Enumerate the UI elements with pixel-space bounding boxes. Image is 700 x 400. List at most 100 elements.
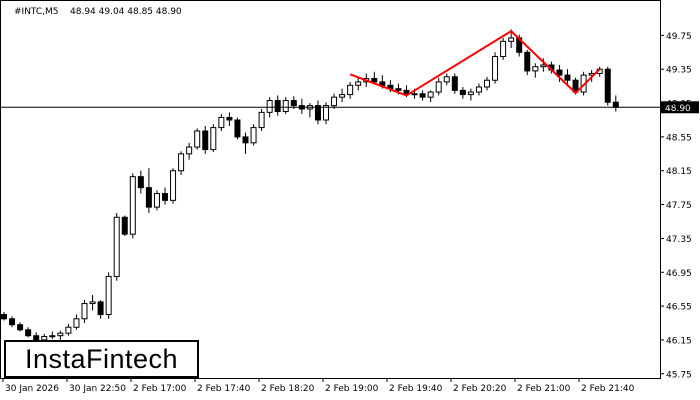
- candle-body-bearish: [1, 314, 7, 320]
- candle-body-bearish: [242, 136, 249, 144]
- candle-body-bullish: [475, 86, 482, 93]
- candle-body-bullish: [218, 116, 225, 129]
- x-tick-label: 30 Jan 22:50: [69, 384, 126, 394]
- candle-body-bullish: [81, 303, 88, 320]
- candle-body-bullish: [57, 332, 64, 337]
- candle-body-bearish: [25, 329, 32, 337]
- candle-body-bearish: [137, 176, 144, 189]
- candle-body-bullish: [323, 105, 329, 121]
- y-tick-label: 46.15: [666, 336, 692, 346]
- candle-body-bullish: [73, 318, 80, 328]
- candle-body-bullish: [178, 153, 185, 172]
- y-tick-label: 46.95: [666, 269, 692, 279]
- candle-body-bearish: [564, 74, 571, 81]
- candle-body-bullish: [113, 216, 120, 277]
- x-tick-label: 2 Feb 19:40: [389, 384, 443, 394]
- head-and-shoulders-pattern-line: [349, 30, 601, 97]
- candle-body-bearish: [145, 187, 152, 208]
- candle-body-bullish: [250, 127, 257, 144]
- y-tick-label: 49.35: [666, 66, 692, 76]
- candle-body-bullish: [258, 111, 265, 129]
- candle-body-bearish: [17, 324, 24, 331]
- candle-body-bearish: [121, 216, 128, 235]
- candle-body-bullish: [186, 146, 193, 155]
- candle-body-bullish: [443, 76, 450, 83]
- y-tick-label: 48.95: [666, 100, 692, 110]
- candle-body-bearish: [202, 130, 209, 151]
- candle-body-bullish: [282, 100, 289, 113]
- candle-body-bullish: [532, 66, 539, 72]
- x-tick-label: 2 Feb 21:40: [581, 384, 635, 394]
- candle-body-bearish: [459, 89, 466, 96]
- candle-body-bullish: [540, 64, 547, 68]
- candle-body-bullish: [153, 193, 160, 208]
- candle-body-bullish: [347, 84, 354, 96]
- candle-body-bearish: [604, 68, 611, 103]
- candle-body-bearish: [226, 116, 233, 121]
- x-tick-label: 2 Feb 21:00: [517, 384, 571, 394]
- candle-body-bullish: [492, 56, 499, 81]
- y-tick-label: 47.75: [666, 201, 692, 211]
- candle-body-bearish: [379, 81, 386, 86]
- candle-body-bearish: [234, 119, 241, 138]
- candle-body-bearish: [395, 88, 402, 91]
- y-axis: 49.75 49.35 48.95 48.55 48.15 47.75 47.35 46.95…: [660, 32, 692, 380]
- candle-body-bearish: [612, 101, 619, 108]
- candle-body-bullish: [435, 81, 442, 93]
- candles-group: [1, 29, 619, 345]
- x-tick-label: 30 Jan 2026: [5, 384, 59, 394]
- logo-text: InstaFintech: [24, 343, 179, 374]
- x-tick-label: 2 Feb 20:20: [453, 384, 507, 394]
- candle-body-bullish: [484, 79, 490, 88]
- y-tick-label: 49.75: [666, 32, 692, 42]
- candle-body-bearish: [419, 93, 426, 98]
- x-axis: 30 Jan 2026 30 Jan 22:50 2 Feb 17:00 2 Feb …: [2, 378, 635, 394]
- candle-body-bullish: [210, 127, 217, 151]
- y-tick-label: 45.75: [666, 370, 692, 380]
- x-tick-label: 2 Feb 17:00: [133, 384, 187, 394]
- candle-body-bullish: [500, 40, 507, 58]
- candle-body-bearish: [274, 100, 281, 113]
- candle-body-bullish: [105, 275, 112, 316]
- candle-body-bullish: [355, 81, 362, 86]
- y-tick-label: 47.35: [666, 235, 692, 245]
- candle-body-bullish: [427, 91, 434, 98]
- candle-body-bullish: [508, 37, 515, 42]
- candle-body-bullish: [65, 326, 72, 334]
- candle-body-bullish: [411, 93, 418, 96]
- candle-body-bearish: [314, 105, 321, 121]
- candle-body-bearish: [33, 335, 40, 341]
- candle-body-bullish: [339, 94, 346, 98]
- candle-body-bullish: [331, 96, 338, 107]
- candle-body-bullish: [89, 301, 96, 305]
- candle-body-bearish: [162, 193, 168, 201]
- chart-ohlc: 48.94 49.04 48.85 48.90: [70, 7, 182, 17]
- candle-body-bearish: [556, 69, 563, 76]
- chart-symbol: #INTC,M5: [14, 7, 59, 17]
- candle-body-bullish: [194, 130, 201, 148]
- candle-body-bearish: [97, 301, 104, 316]
- y-tick-label: 48.15: [666, 167, 692, 177]
- candle-body-bullish: [49, 335, 56, 338]
- candle-body-bearish: [524, 51, 531, 72]
- candle-body-bearish: [290, 100, 297, 107]
- y-tick-label: 48.55: [666, 133, 692, 143]
- current-price-line-group: 48.90: [0, 101, 699, 114]
- x-tick-label: 2 Feb 18:20: [261, 384, 315, 394]
- candle-body-bullish: [170, 170, 177, 201]
- plot-frame: [0, 0, 661, 379]
- candle-body-bullish: [41, 336, 48, 341]
- current-price-label: 48.90: [665, 104, 691, 114]
- x-tick-label: 2 Feb 19:00: [325, 384, 379, 394]
- current-price-tag: [661, 101, 699, 114]
- candle-body-bearish: [371, 78, 378, 83]
- y-tick-label: 46.55: [666, 303, 692, 313]
- pattern-group: [349, 30, 601, 97]
- candle-body-bearish: [9, 318, 16, 326]
- candle-body-bullish: [467, 91, 474, 96]
- candle-body-bullish: [129, 176, 136, 235]
- brand-logo: InstaFintech: [4, 340, 199, 378]
- candle-body-bearish: [451, 76, 458, 91]
- x-tick-label: 2 Feb 17:40: [197, 384, 251, 394]
